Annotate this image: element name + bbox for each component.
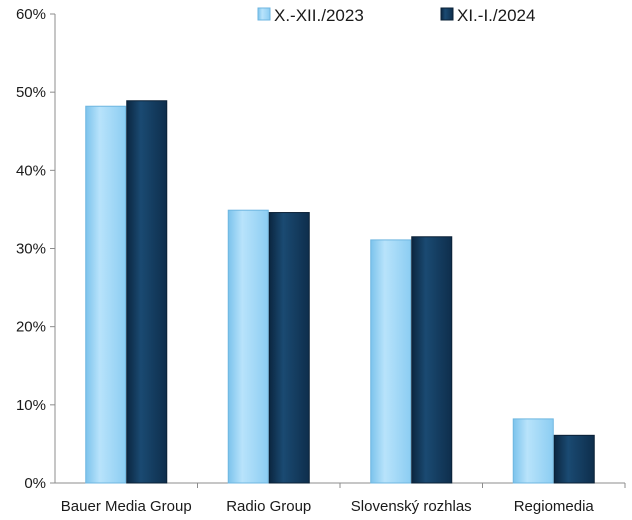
y-tick-label: 20%	[16, 319, 46, 336]
legend-swatch	[257, 7, 271, 21]
bar-series2	[126, 100, 168, 484]
legend-label: X.-XII./2023	[274, 6, 364, 25]
y-tick-label: 10%	[16, 397, 46, 414]
y-tick-label: 60%	[16, 6, 46, 23]
y-axis: 0% 10% 20% 30% 40% 50% 60%	[16, 6, 55, 492]
y-tick-label: 50%	[16, 84, 46, 101]
x-tick-label: Bauer Media Group	[61, 498, 192, 515]
legend: X.-XII./2023 XI.-I./2024	[257, 6, 535, 25]
bars	[85, 100, 595, 484]
y-tick-label: 0%	[24, 475, 46, 492]
y-tick-label: 40%	[16, 162, 46, 179]
legend-label: XI.-I./2024	[457, 6, 535, 25]
bar-series2	[411, 236, 453, 484]
x-tick-label: Slovenský rozhlas	[351, 498, 472, 515]
bar-series1	[85, 105, 127, 484]
bar-series2	[553, 434, 595, 484]
x-tick-label: Radio Group	[226, 498, 311, 515]
bar-series2	[268, 212, 310, 484]
legend-swatch	[440, 7, 454, 21]
bar-series1	[370, 239, 412, 484]
bar-series1	[512, 418, 554, 484]
x-tick-label: Regiomedia	[514, 498, 595, 515]
x-axis: Bauer Media Group Radio Group Slovenský ro…	[61, 483, 626, 515]
bar-series1	[227, 209, 269, 484]
y-tick-label: 30%	[16, 241, 46, 258]
